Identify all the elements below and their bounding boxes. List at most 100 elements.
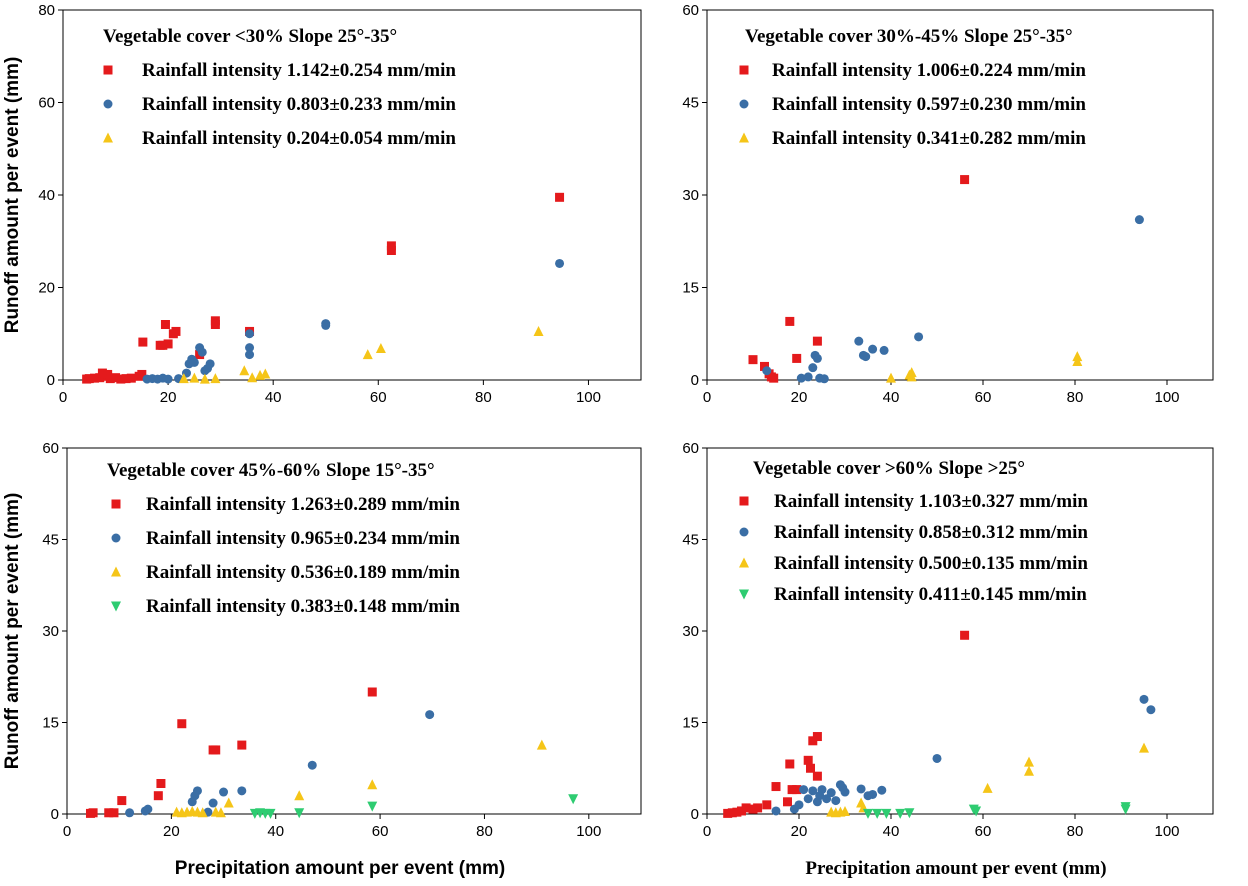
y-tick-label: 45 — [42, 532, 59, 549]
data-point — [723, 808, 733, 818]
data-point — [872, 808, 883, 819]
data-point — [210, 316, 220, 326]
x-tick-label: 20 — [791, 823, 808, 840]
data-point — [197, 347, 207, 357]
data-point — [854, 336, 864, 346]
data-point — [1072, 356, 1083, 366]
data-point — [189, 357, 199, 367]
data-point — [386, 241, 396, 251]
data-point — [785, 759, 795, 769]
data-point — [812, 336, 822, 346]
legend-entry: Rainfall intensity 1.263±0.289 mm/min — [146, 494, 460, 515]
data-point — [817, 785, 827, 795]
data-point — [197, 807, 208, 818]
data-point — [960, 175, 970, 185]
data-point — [116, 374, 126, 384]
y-tick-label: 60 — [38, 95, 55, 112]
data-point — [137, 369, 147, 379]
data-point — [769, 373, 779, 383]
data-point — [117, 796, 127, 806]
data-point — [223, 797, 234, 808]
data-point — [737, 806, 746, 816]
data-point — [171, 326, 181, 336]
data-point — [555, 258, 565, 268]
data-point — [863, 808, 873, 819]
data-point — [868, 789, 878, 799]
panel-title: Vegetable cover >60% Slope >25° — [753, 458, 1025, 479]
data-point — [143, 804, 153, 814]
data-point — [367, 687, 377, 697]
data-point — [904, 808, 915, 819]
data-point — [831, 796, 841, 806]
legend-entry: Rainfall intensity 0.536±0.189 mm/min — [146, 562, 460, 583]
legend-marker — [739, 65, 749, 75]
data-point — [153, 791, 163, 801]
data-point — [533, 325, 544, 336]
y-tick-label: 0 — [47, 372, 55, 389]
y-tick-label: 60 — [682, 440, 699, 457]
data-point — [879, 345, 889, 355]
panel-bottom-left: 0 20 40 60 80 100 0 15 30 45 60 Runoff amount per e… — [2, 440, 642, 879]
legend-marker — [739, 132, 749, 143]
data-point — [425, 710, 435, 720]
data-point — [121, 374, 131, 384]
data-point — [189, 372, 200, 383]
data-point — [822, 794, 832, 804]
data-point — [808, 736, 818, 746]
data-point — [732, 807, 742, 817]
data-point — [568, 794, 579, 805]
legend-marker — [103, 132, 113, 143]
data-point — [536, 739, 547, 750]
data-point — [84, 374, 94, 384]
data-point — [783, 797, 792, 807]
data-point — [895, 808, 906, 819]
data-point — [245, 343, 255, 353]
data-point — [105, 374, 115, 384]
data-point — [787, 785, 797, 795]
data-point — [138, 337, 148, 347]
x-tick-label: 100 — [576, 389, 601, 406]
data-point — [748, 804, 758, 814]
legend-entry: Rainfall intensity 0.500±0.135 mm/min — [774, 553, 1088, 574]
legend-entry: Rainfall intensity 0.858±0.312 mm/min — [774, 522, 1088, 543]
data-point — [294, 790, 305, 801]
legend-marker — [111, 601, 121, 612]
legend-marker — [111, 533, 121, 543]
x-tick-label: 40 — [267, 823, 284, 840]
data-point — [260, 368, 271, 379]
x-tick-label: 0 — [703, 823, 711, 840]
data-point — [239, 365, 250, 376]
data-point — [156, 779, 166, 788]
x-tick-label: 100 — [1154, 389, 1179, 406]
data-point — [771, 782, 781, 792]
data-point — [375, 343, 386, 354]
legend-marker — [103, 65, 113, 75]
legend-marker — [111, 566, 121, 577]
y-tick-label: 45 — [682, 532, 699, 549]
y-tick-label: 20 — [38, 280, 55, 297]
y-tick-label: 80 — [38, 2, 55, 19]
data-point — [803, 755, 813, 765]
data-point — [307, 760, 317, 770]
data-point — [90, 373, 100, 383]
data-point — [367, 779, 378, 790]
x-tick-label: 100 — [1154, 823, 1179, 840]
data-point — [803, 794, 813, 804]
y-tick-label: 0 — [51, 806, 59, 823]
x-tick-label: 20 — [791, 389, 808, 406]
legend-entry: Rainfall intensity 0.341±0.282 mm/min — [772, 128, 1086, 149]
data-point — [1120, 804, 1131, 815]
data-point — [960, 630, 970, 640]
panel-bottom-right: 0 20 40 60 80 100 0 15 30 45 60 Precipitation amoun… — [682, 440, 1214, 879]
data-point — [812, 353, 822, 363]
data-point — [819, 374, 829, 384]
legend-marker — [739, 589, 749, 600]
data-point — [812, 732, 822, 742]
legend-entry: Rainfall intensity 1.142±0.254 mm/min — [142, 60, 456, 81]
x-axis-label: Precipitation amount per event (mm) — [175, 858, 505, 879]
x-tick-label: 80 — [476, 823, 493, 840]
legend-marker — [739, 557, 749, 568]
data-point — [265, 808, 276, 819]
y-tick-label: 0 — [691, 806, 699, 823]
